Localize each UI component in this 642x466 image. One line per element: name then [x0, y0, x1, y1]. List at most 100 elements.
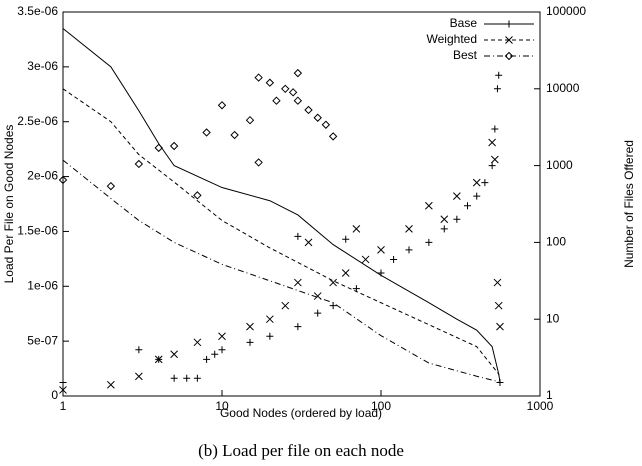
point-plus — [183, 374, 191, 382]
point-cross — [472, 178, 481, 187]
point-cross — [107, 380, 115, 389]
point-cross — [377, 245, 385, 254]
point-cross — [341, 269, 350, 277]
point-cross — [425, 201, 433, 210]
x-tick-label: 10 — [215, 399, 229, 413]
y2-tick-label: 100 — [546, 235, 566, 249]
point-cross — [496, 322, 504, 331]
y2-tick-label: 1000 — [546, 158, 573, 172]
series-line — [62, 159, 499, 383]
point-diamond — [169, 141, 179, 151]
point-cross — [281, 301, 290, 310]
point-cross — [494, 301, 503, 310]
point-plus — [135, 346, 143, 354]
y-tick-label: 3.5e-06 — [17, 4, 58, 18]
point-diamond — [58, 175, 68, 185]
point-cross — [304, 238, 313, 247]
point-plus — [488, 162, 496, 170]
x-tick-label: 1000 — [527, 399, 554, 413]
point-plus — [464, 202, 472, 210]
point-plus — [405, 246, 413, 254]
point-cross — [405, 225, 413, 233]
y-tick-label: 2.5e-06 — [17, 114, 58, 128]
legend-label: Weighted — [427, 32, 477, 46]
point-cross — [170, 350, 178, 359]
point-plus — [329, 302, 337, 310]
point-cross — [266, 315, 274, 324]
point-diamond — [281, 84, 290, 94]
point-cross — [453, 192, 461, 201]
point-diamond — [217, 101, 227, 110]
x-axis-label: Good Nodes (ordered by load) — [220, 406, 382, 420]
point-cross — [294, 278, 302, 287]
point-plus — [294, 323, 302, 331]
point-diamond — [304, 105, 313, 115]
point-plus — [491, 125, 499, 133]
y-tick-label: 1e-06 — [27, 278, 58, 292]
point-plus — [246, 338, 254, 346]
point-cross — [488, 138, 496, 147]
point-plus — [377, 269, 385, 277]
point-diamond — [265, 78, 275, 87]
caption: (b) Load per file on each node — [198, 441, 404, 460]
point-diamond — [134, 159, 144, 169]
y-axis-label: Load Per File on Good Nodes — [2, 125, 16, 284]
legend-marker — [504, 51, 514, 61]
point-diamond — [230, 130, 239, 140]
point-plus — [170, 374, 178, 382]
point-plus — [495, 71, 503, 79]
point-diamond — [272, 96, 281, 105]
point-plus — [481, 179, 489, 187]
point-plus — [266, 332, 274, 340]
point-diamond — [154, 143, 163, 153]
point-plus — [314, 309, 322, 317]
point-plus — [193, 374, 201, 382]
y-tick-label: 0 — [51, 388, 58, 402]
point-cross — [493, 278, 502, 287]
y2-tick-label: 10000 — [546, 81, 580, 95]
point-plus — [294, 232, 302, 240]
legend-label: Base — [450, 16, 478, 30]
point-cross — [490, 155, 499, 164]
point-diamond — [193, 191, 202, 200]
point-plus — [218, 346, 226, 354]
point-plus — [453, 215, 461, 223]
point-diamond — [328, 132, 338, 141]
point-plus — [390, 255, 398, 263]
point-diamond — [254, 73, 263, 82]
point-cross — [135, 372, 143, 381]
legend-marker — [505, 36, 513, 44]
point-plus — [440, 225, 448, 233]
y-tick-label: 3e-06 — [27, 59, 58, 73]
point-cross — [246, 322, 254, 331]
legend-label: Best — [453, 48, 478, 62]
point-diamond — [293, 96, 303, 105]
point-diamond — [202, 128, 211, 137]
point-plus — [425, 238, 433, 246]
point-diamond — [321, 120, 331, 129]
point-cross — [329, 278, 337, 287]
point-plus — [203, 355, 211, 363]
y-tick-label: 2e-06 — [27, 169, 58, 183]
point-diamond — [245, 115, 255, 125]
y2-axis-label: Number of Files Offered — [622, 140, 636, 268]
point-diamond — [288, 88, 298, 97]
x-tick-label: 100 — [371, 399, 391, 413]
plot-frame — [62, 11, 541, 397]
y2-tick-label: 100000 — [546, 4, 586, 18]
point-cross — [352, 225, 361, 233]
point-diamond — [106, 181, 116, 191]
y2-tick-label: 1 — [546, 388, 553, 402]
point-plus — [211, 350, 219, 358]
point-cross — [59, 386, 67, 394]
point-cross — [361, 255, 370, 264]
point-plus — [342, 235, 350, 243]
point-cross — [313, 292, 322, 300]
point-diamond — [254, 158, 263, 167]
point-plus — [473, 192, 481, 200]
series-line — [62, 28, 501, 382]
point-diamond — [313, 113, 322, 122]
y-tick-label: 5e-07 — [27, 333, 58, 347]
point-cross — [154, 355, 163, 364]
